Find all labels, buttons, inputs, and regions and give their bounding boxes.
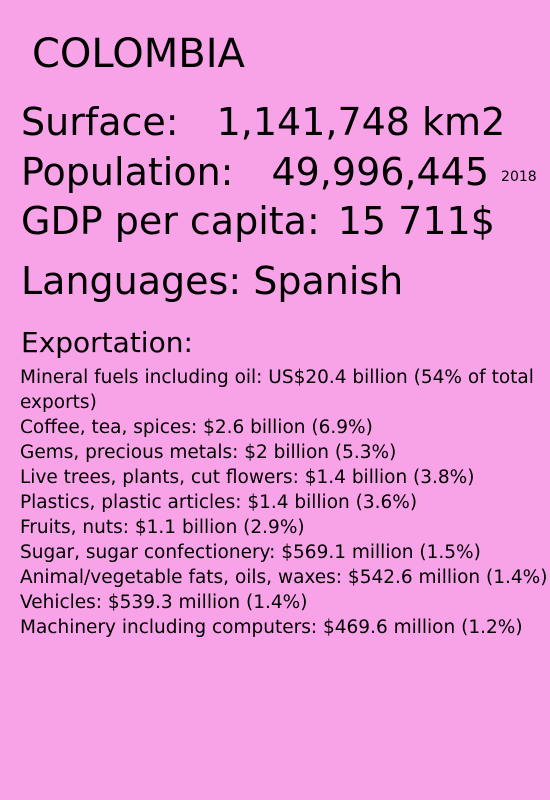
export-item: Plastics, plastic articles: $1.4 billion…	[20, 492, 418, 513]
country-title: COLOMBIA	[32, 31, 245, 77]
surface-value: 1,141,748 km2	[216, 100, 506, 144]
population-row: Population: 49,996,445 2018	[21, 153, 537, 191]
gdp-value: 15 711$	[337, 199, 495, 243]
export-item: Mineral fuels including oil: US$20.4 bil…	[20, 367, 534, 413]
gdp-row: GDP per capita: 15 711$	[21, 202, 495, 240]
export-item: Gems, precious metals: $2 billion (5.3%)	[20, 442, 397, 463]
population-label: Population:	[21, 150, 234, 194]
exportation-list: Mineral fuels including oil: US$20.4 bil…	[20, 365, 548, 640]
population-value: 49,996,445	[271, 150, 490, 194]
export-item: Fruits, nuts: $1.1 billion (2.9%)	[20, 517, 305, 538]
surface-row: Surface: 1,141,748 km2	[21, 103, 505, 141]
languages-row: Languages: Spanish	[21, 259, 404, 303]
export-item: Animal/vegetable fats, oils, waxes: $542…	[20, 567, 548, 588]
export-item: Machinery including computers: $469.6 mi…	[20, 617, 523, 638]
population-year: 2018	[501, 169, 537, 185]
export-item: Live trees, plants, cut flowers: $1.4 bi…	[20, 467, 475, 488]
export-item: Vehicles: $539.3 million (1.4%)	[20, 592, 308, 613]
gdp-label: GDP per capita:	[21, 199, 320, 243]
export-item: Coffee, tea, spices: $2.6 billion (6.9%)	[20, 417, 373, 438]
surface-label: Surface:	[21, 100, 179, 144]
exportation-heading: Exportation:	[21, 326, 193, 359]
export-item: Sugar, sugar confectionery: $569.1 milli…	[20, 542, 481, 563]
